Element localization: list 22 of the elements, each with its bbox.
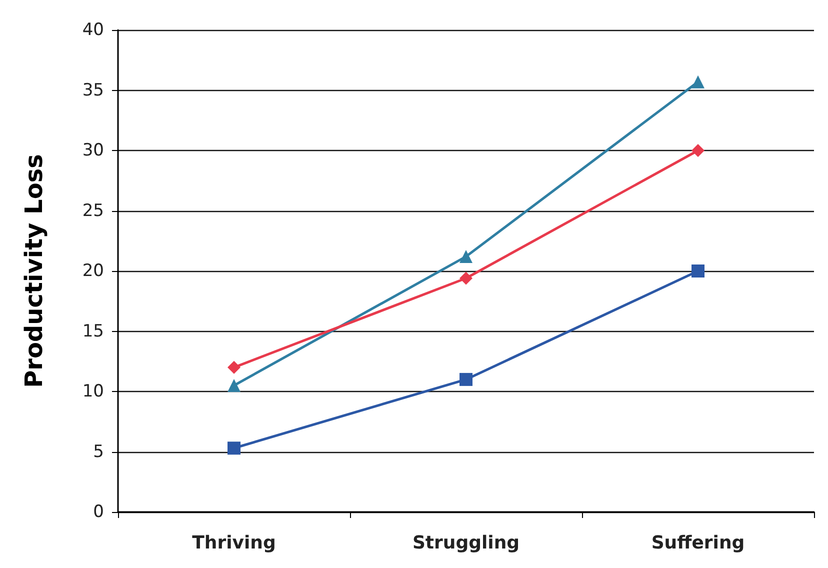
point	[228, 442, 240, 455]
x-tick-label: Struggling	[412, 532, 520, 554]
x-tick-label: Thriving	[192, 532, 276, 554]
y-tick-label: 35	[82, 80, 104, 100]
point	[460, 250, 472, 264]
point	[228, 378, 240, 392]
point	[692, 144, 704, 157]
x-tick-label: Suffering	[651, 532, 745, 554]
y-tick-label: 0	[93, 502, 104, 522]
point	[228, 360, 240, 374]
y-tick-label: 30	[82, 140, 104, 160]
point	[692, 264, 704, 278]
y-tick-label: 40	[82, 20, 104, 40]
y-tick-label: 20	[82, 261, 104, 281]
y-tick-label: 5	[93, 442, 104, 462]
y-tick-label: 10	[82, 382, 104, 402]
y-axis-title: Productivity Loss	[20, 154, 48, 388]
point	[460, 272, 472, 285]
y-tick-label: 15	[82, 321, 104, 342]
point	[692, 75, 704, 88]
point	[460, 372, 472, 386]
y-tick-label: 25	[82, 200, 104, 221]
